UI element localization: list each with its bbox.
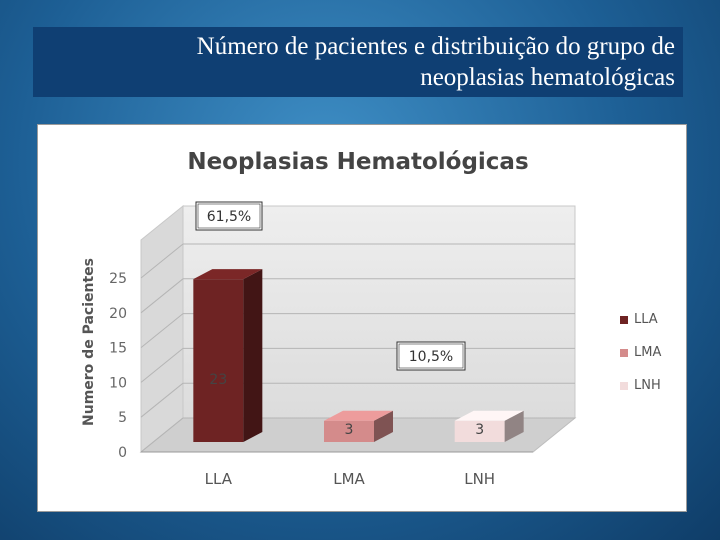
gridline-side [140,278,184,314]
y-tick-label: 0 [118,445,127,461]
x-axis-ticks: LLA LMA LNH [205,470,495,488]
gridline-side [140,417,184,453]
y-tick-label: 20 [109,306,127,322]
data-label-lla: 23 [209,372,227,388]
bar-side-lnh [504,410,524,442]
bar-front-lnh [454,420,505,442]
y-tick-label: 5 [118,410,127,426]
bar-top-lma [324,410,393,421]
slide-title: Número de pacientes e distribuição do gr… [33,27,683,97]
gridline-side [140,313,184,348]
bar-side-lma [374,410,393,442]
bar-side-lla [243,269,263,442]
bar-front-lma [324,420,374,442]
side-wall [140,204,184,454]
annotation-label: 61,5% [207,209,251,225]
annotation-box-inner [197,203,261,229]
y-tick-label: 25 [109,271,127,287]
annotation-box-inner [398,343,464,369]
bar-top-lla [193,269,263,280]
y-tick-label: 10 [109,375,127,391]
data-label-lnh: 3 [475,422,484,438]
legend-item-lma: LMA [620,336,661,369]
legend-label-lma: LMA [634,345,662,360]
legend-swatch-lma [620,348,628,357]
legend-swatch-lla [620,315,628,324]
chart-title: Neoplasias Hematológicas [187,149,528,175]
x-tick-label-lla: LLA [205,470,233,488]
chart-annotations: 61,5% 10,5% [195,201,466,371]
chart-bars: 23 3 3 [193,269,524,442]
y-axis-label: Numero de Pacientes [81,258,97,426]
annotation-box [195,201,263,231]
slide-title-line2: neoplasias hematológicas [420,64,675,91]
annotation-box [396,341,466,371]
gridline-side [140,382,184,418]
y-axis-ticks: 0 5 10 15 20 25 [109,271,127,461]
bar-top-lnh [454,410,524,421]
legend-label-lnh: LNH [634,378,661,393]
chart-legend: LLA LMA LNH [620,303,661,402]
gridline-side [140,243,184,279]
y-tick-label: 15 [109,341,127,357]
annotation-label: 10,5% [409,349,453,365]
bar-front-lla [193,279,244,442]
x-tick-label-lnh: LNH [464,470,495,488]
data-label-lma: 3 [345,422,354,438]
legend-item-lnh: LNH [620,369,661,402]
slide-title-line1: Número de pacientes e distribuição do gr… [196,33,675,60]
legend-item-lla: LLA [620,303,661,336]
gridline-side [140,348,184,383]
x-tick-label-lma: LMA [333,470,365,488]
legend-swatch-lnh [620,381,628,390]
legend-label-lla: LLA [634,312,658,327]
